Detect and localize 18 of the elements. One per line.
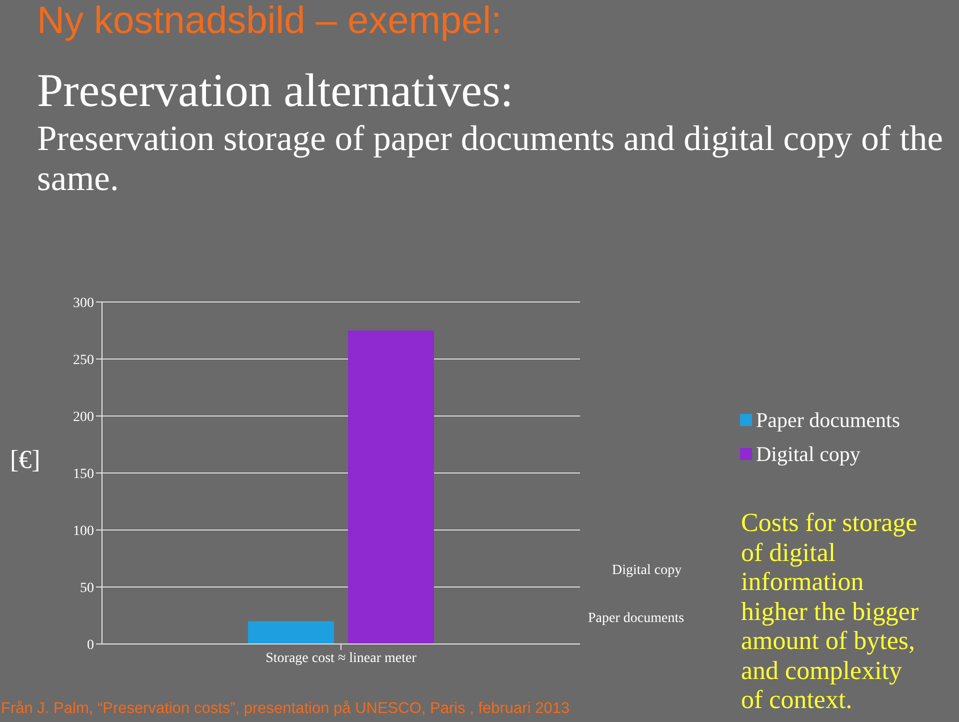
text: Från J. Palm, “Preservation costs”, presentation på UNESCO, Paris , februari 2013 (1, 700, 570, 717)
y-tick-label: 250 (73, 352, 94, 368)
legend-label: Digital copy (756, 442, 860, 466)
chart-subtitle: Preservation alternatives: (37, 65, 514, 117)
y-tick-label: 0 (87, 638, 94, 653)
text: Preservation storage of paper documents and digital copy of the same. (37, 118, 943, 198)
text: Costs for storage of digital information higher the bigger amount of bytes, and complexity of context. (741, 508, 919, 714)
y-tick-label: 50 (80, 580, 94, 596)
y-tick-label: 200 (73, 410, 94, 425)
y-tick-label: 100 (73, 524, 94, 539)
legend-label: Paper documents (756, 408, 900, 432)
y-tick-label: 300 (73, 296, 94, 311)
text: Digital copy (612, 563, 682, 578)
y-axis-title: [€] (10, 445, 40, 474)
text: Paper documents (588, 611, 684, 626)
x-tick-label: Storage cost ≈ linear meter (266, 650, 417, 666)
y-tick-label: 150 (73, 466, 94, 482)
chart-title: Ny kostnadsbild – exempel: (37, 0, 502, 42)
